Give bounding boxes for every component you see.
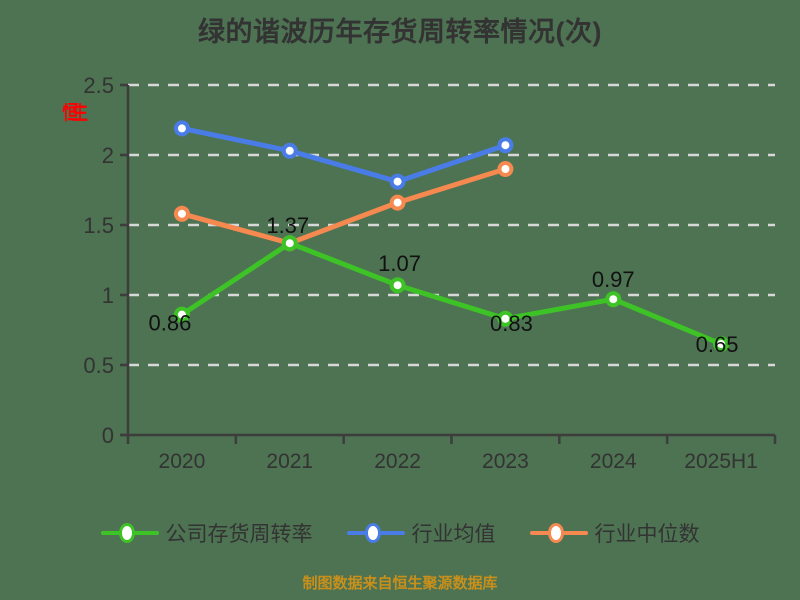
point-value-label: 0.97 (592, 267, 635, 292)
legend-dot-icon (547, 523, 564, 543)
x-tick-label: 2024 (590, 450, 637, 473)
x-tick-label: 2023 (482, 450, 529, 473)
series-points (173, 120, 730, 352)
legend-marker-icon (346, 520, 405, 546)
y-tick-label: 2.5 (83, 73, 114, 98)
series-line (179, 166, 508, 246)
legend-label: 行业均值 (411, 523, 496, 546)
data-point[interactable] (389, 173, 406, 190)
chart-title: 绿的谐波历年存货周转率情况(次) (198, 17, 602, 47)
data-point[interactable] (497, 161, 514, 177)
gridlines (128, 83, 775, 367)
y-tick-label: 2 (102, 143, 114, 168)
y-axis-ticks: 0 0.5 1 1.5 2 2.5 (83, 73, 128, 448)
series-line (179, 240, 724, 347)
legend-item[interactable]: 行业中位数 (529, 518, 700, 548)
legend-dot-icon (118, 523, 135, 543)
series-lines (179, 125, 724, 347)
data-point[interactable] (605, 291, 622, 308)
data-point[interactable] (713, 336, 730, 352)
data-point[interactable] (173, 205, 190, 222)
legend-dot-icon (364, 523, 381, 543)
point-value-label: 0.83 (490, 311, 533, 336)
data-point[interactable] (497, 310, 514, 327)
data-point[interactable] (389, 277, 406, 294)
legend-label: 公司存货周转率 (165, 523, 313, 546)
chart-legend: 公司存货周转率 行业均值 行业中位数 (0, 518, 800, 548)
y-tick-label: 0 (102, 423, 114, 448)
source-note: 制图数据来自恒生聚源数据库 (302, 575, 498, 592)
data-point[interactable] (281, 142, 298, 159)
legend-marker-icon (529, 520, 588, 546)
y-tick-label: 1.5 (83, 213, 114, 238)
point-value-label: 0.86 (149, 311, 192, 336)
x-tick-label: 2025H1 (684, 450, 758, 473)
watermark-text: 恒生 (62, 103, 88, 123)
data-point[interactable] (173, 120, 190, 137)
point-value-label: 1.37 (266, 213, 309, 238)
point-value-labels: 0.86 1.37 1.07 0.83 0.97 0.65 (149, 213, 739, 357)
legend-item[interactable]: 公司存货周转率 (100, 518, 313, 548)
data-point[interactable] (281, 235, 298, 252)
point-value-label: 1.07 (378, 251, 421, 276)
point-value-label: 0.65 (696, 332, 739, 357)
x-axis-ticks: 2020 2021 2022 2023 2024 2025H1 (126, 435, 777, 473)
x-tick-label: 2022 (374, 450, 421, 473)
y-tick-label: 1 (102, 283, 114, 308)
legend-marker-icon (100, 520, 159, 546)
data-point[interactable] (173, 306, 190, 323)
legend-item[interactable]: 行业均值 (346, 518, 496, 548)
data-point[interactable] (497, 137, 514, 154)
series-line (179, 125, 508, 185)
y-tick-label: 0.5 (83, 353, 114, 378)
x-tick-label: 2021 (266, 450, 313, 473)
legend-label: 行业中位数 (594, 523, 700, 546)
data-point[interactable] (389, 194, 406, 211)
x-tick-label: 2020 (159, 450, 206, 473)
